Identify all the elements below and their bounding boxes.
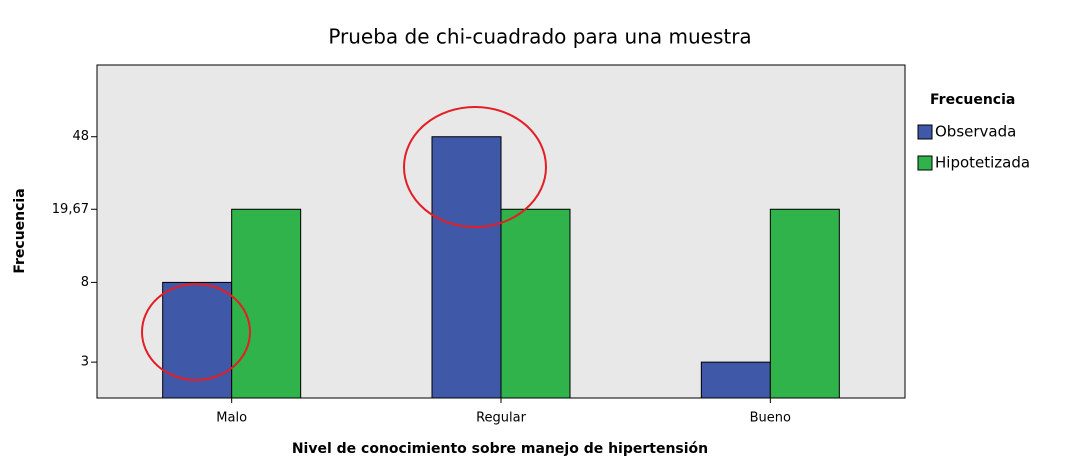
x-tick-label: Regular	[476, 411, 527, 426]
legend-swatch	[917, 124, 933, 140]
x-axis-label: Nivel de conocimiento sobre manejo de hi…	[292, 441, 708, 457]
y-tick-label: 48	[72, 129, 89, 144]
y-axis-label: Frecuencia	[12, 188, 28, 273]
bar	[700, 361, 771, 399]
y-tick-label: 19,67	[52, 202, 89, 217]
x-tick-label: Malo	[216, 411, 247, 426]
bar	[769, 208, 840, 399]
x-tick-label: Bueno	[750, 411, 791, 426]
annotation-circle	[141, 283, 251, 381]
legend-title: Frecuencia	[930, 92, 1015, 108]
chart-title: Prueba de chi-cuadrado para una muestra	[328, 25, 751, 49]
y-tick-label: 3	[81, 355, 89, 370]
legend-swatch	[917, 155, 933, 171]
bar	[162, 281, 233, 399]
y-tick-label: 8	[81, 275, 89, 290]
legend-label: Hipotetizada	[935, 154, 1030, 172]
bar	[500, 208, 571, 399]
annotation-circle	[403, 106, 547, 228]
bar	[231, 208, 302, 399]
bars	[162, 136, 840, 399]
legend-label: Observada	[935, 123, 1016, 141]
bar	[431, 136, 502, 399]
